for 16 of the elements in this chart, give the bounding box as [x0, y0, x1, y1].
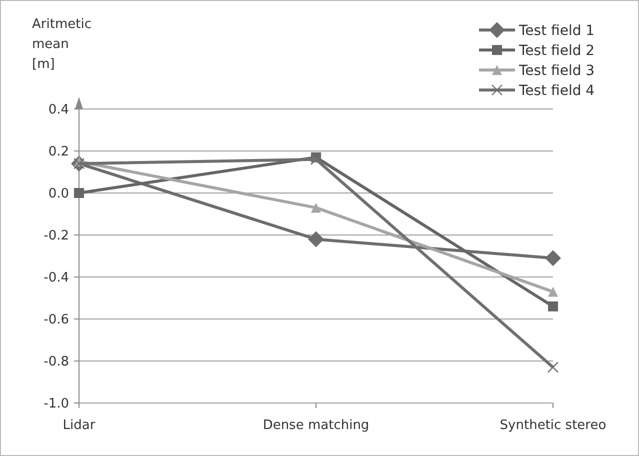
- y-tick-label: -0.2: [44, 228, 69, 244]
- legend-label: Test field 2: [518, 42, 595, 59]
- y-tick-label: 0.0: [48, 186, 69, 202]
- x-tick-label: Dense matching: [262, 418, 370, 433]
- x-tick-label: Synthetic stereo: [500, 418, 606, 433]
- y-tick-label: -0.4: [44, 270, 69, 286]
- y-tick-label: -1.0: [44, 396, 69, 412]
- y-tick-label: -0.8: [44, 354, 69, 370]
- y-tick-label: -0.6: [44, 312, 69, 328]
- legend-label: Test field 3: [518, 62, 595, 79]
- legend-label: Test field 1: [518, 22, 595, 39]
- legend-label: Test field 4: [518, 82, 595, 99]
- y-tick-label: 0.2: [48, 144, 69, 160]
- y-axis-title: Aritmetic mean [m]: [32, 17, 92, 72]
- y-tick-label: 0.4: [48, 102, 69, 118]
- x-tick-label: Lidar: [62, 418, 96, 433]
